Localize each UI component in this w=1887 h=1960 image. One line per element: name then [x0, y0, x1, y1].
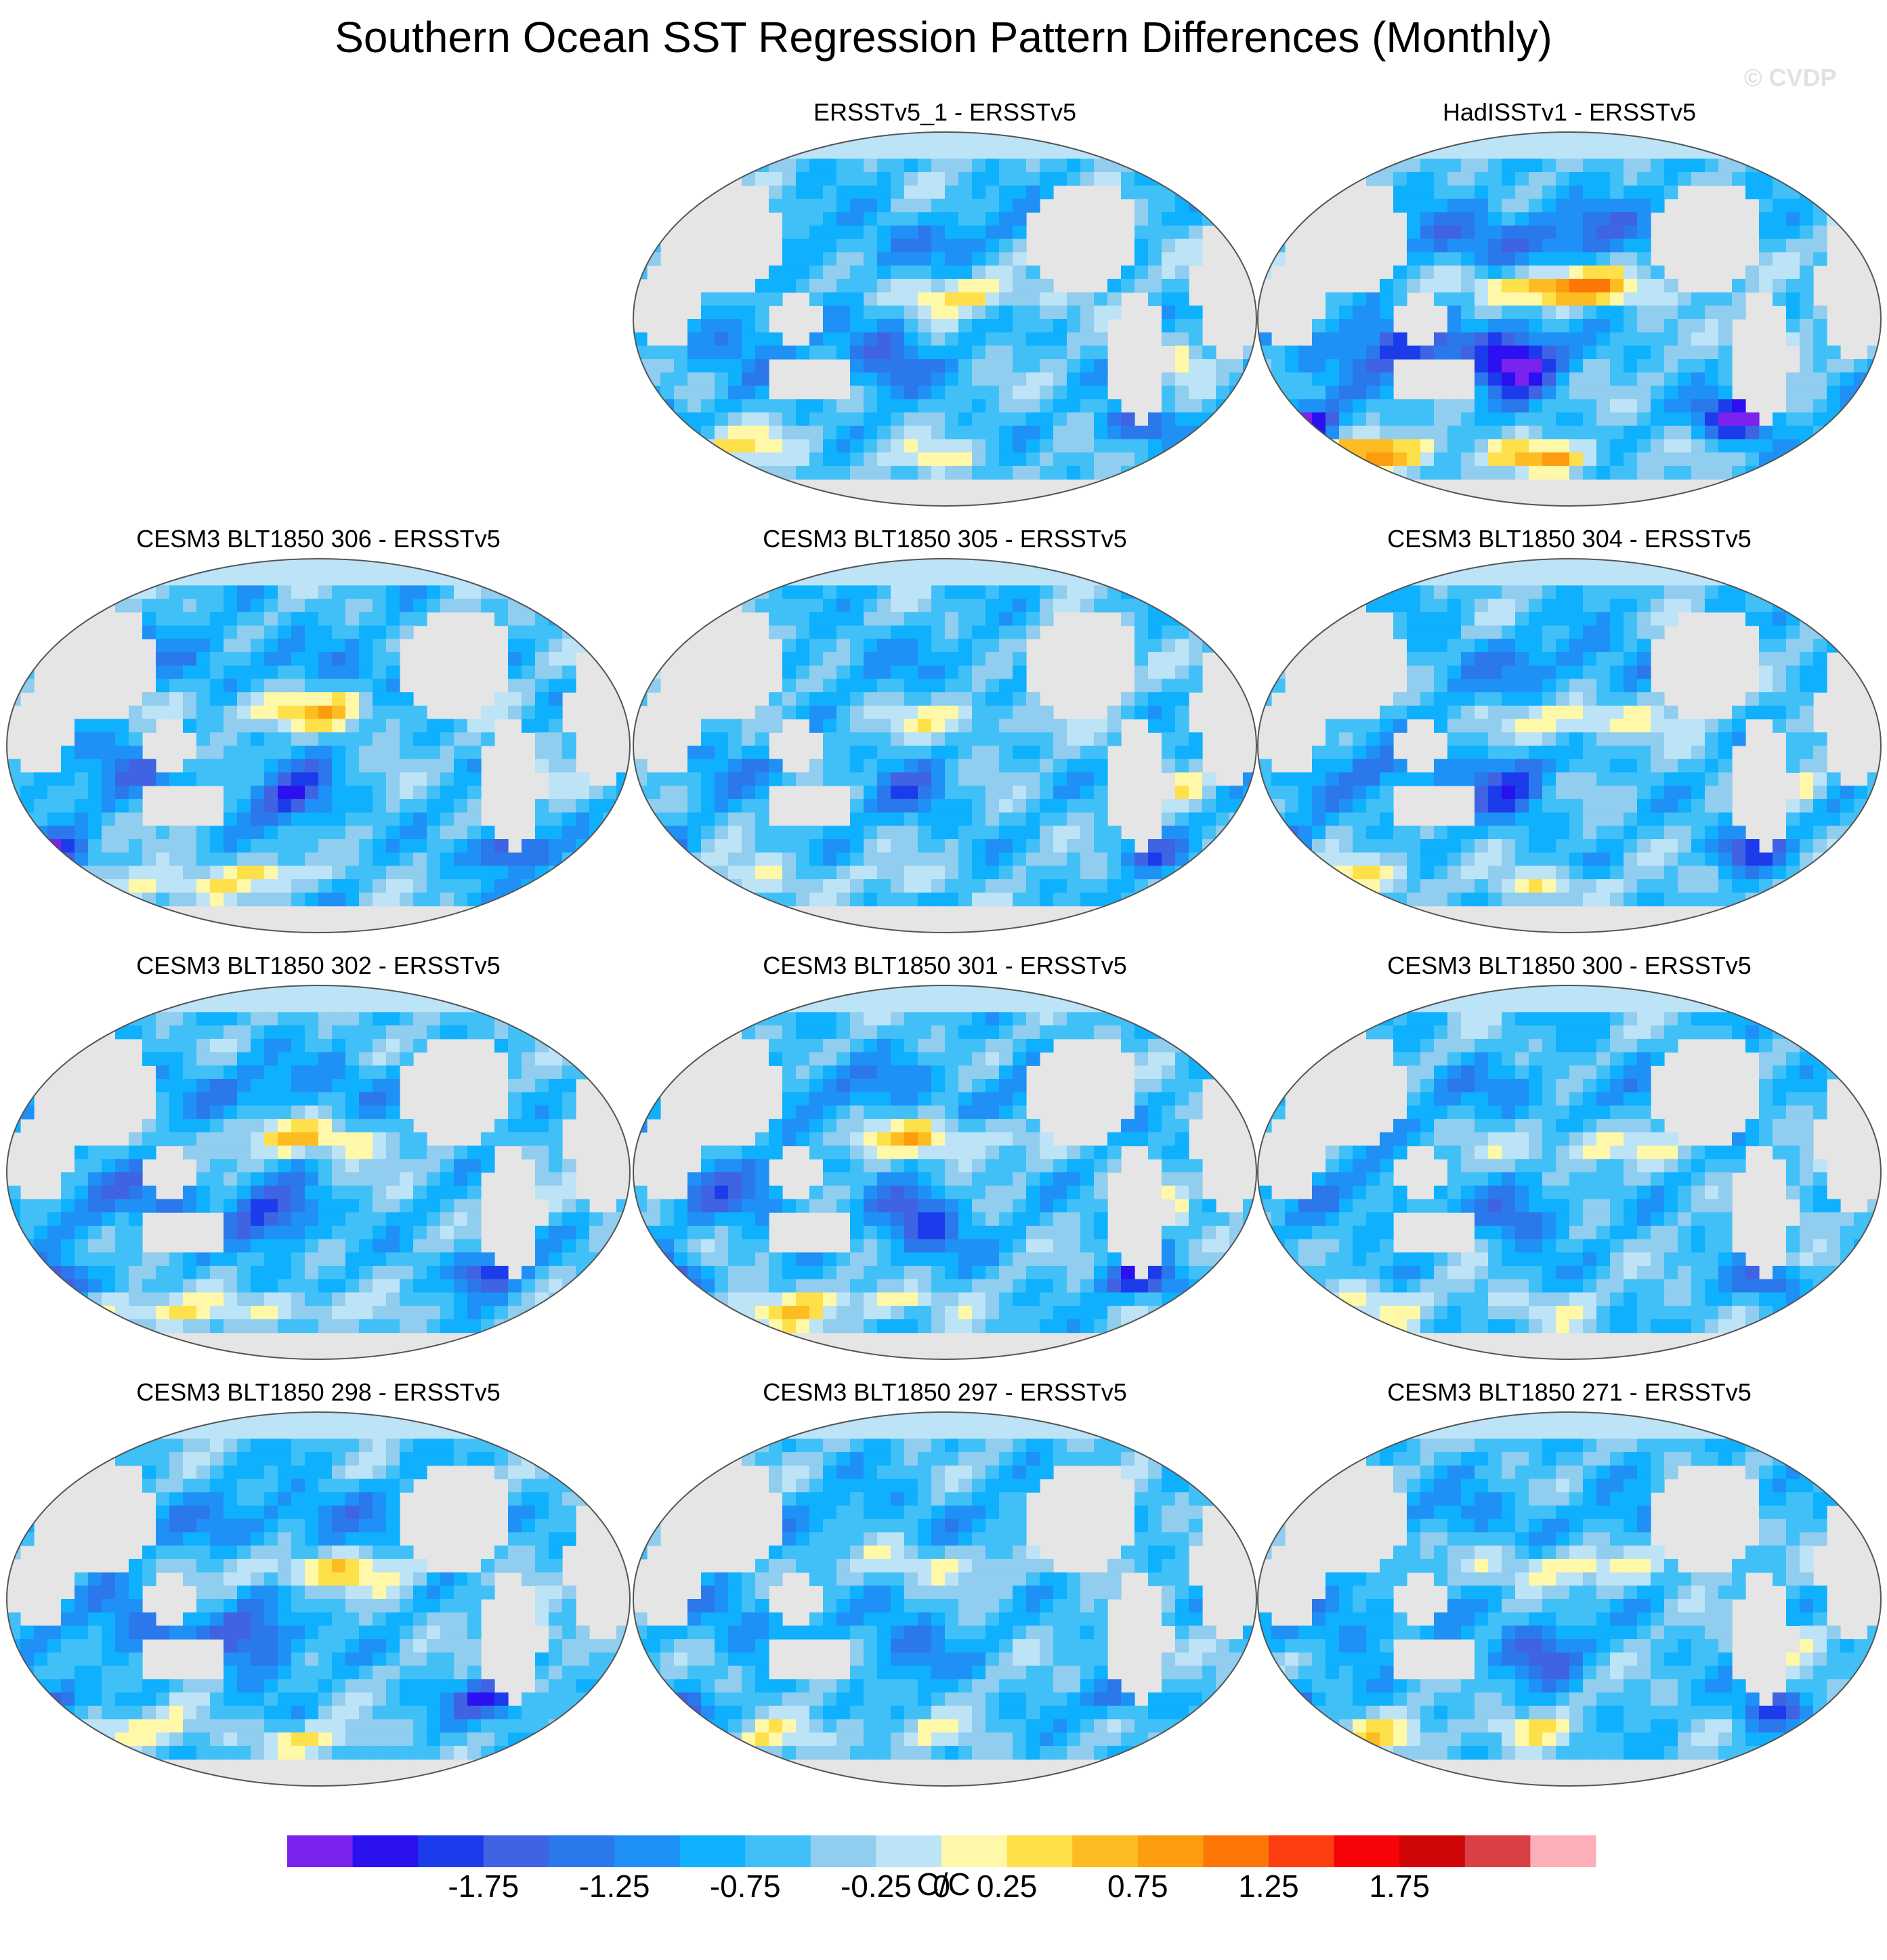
panel-title-blt-302: CESM3 BLT1850 302 - ERSSTv5 [136, 952, 501, 979]
panel-title-blt-297: CESM3 BLT1850 297 - ERSSTv5 [763, 1378, 1127, 1406]
panel-title-blt-304: CESM3 BLT1850 304 - ERSSTv5 [1387, 525, 1752, 553]
panel-title-blt-300: CESM3 BLT1850 300 - ERSSTv5 [1387, 952, 1752, 979]
map-border-blt-271 [1257, 1411, 1882, 1787]
map-border-blt-306 [6, 558, 631, 933]
map-panel-blt-302 [7, 985, 630, 1359]
map-panel-blt-304 [1258, 559, 1881, 933]
map-border-blt-302 [6, 985, 631, 1360]
map-panel-blt-300 [1258, 985, 1881, 1359]
watermark: © CVDP [1744, 64, 1837, 91]
map-panel-hadisstv1 [1258, 132, 1881, 506]
map-border-blt-300 [1257, 985, 1882, 1360]
map-panel-blt-306 [7, 559, 630, 933]
map-panel-blt-301 [633, 985, 1256, 1359]
map-border-blt-297 [633, 1411, 1257, 1787]
map-panel-blt-305 [633, 559, 1256, 933]
map-border-blt-304 [1257, 558, 1882, 933]
panel-title-blt-298: CESM3 BLT1850 298 - ERSSTv5 [136, 1378, 501, 1406]
panel-title-blt-305: CESM3 BLT1850 305 - ERSSTv5 [763, 525, 1127, 553]
panel-title-ersstv5-1: ERSSTv5_1 - ERSSTv5 [813, 98, 1077, 126]
figure-title: Southern Ocean SST Regression Pattern Di… [335, 13, 1552, 62]
map-panel-ersstv5-1 [633, 132, 1256, 506]
panel-title-blt-271: CESM3 BLT1850 271 - ERSSTv5 [1387, 1378, 1752, 1406]
map-border-blt-301 [633, 985, 1257, 1360]
panel-title-blt-306: CESM3 BLT1850 306 - ERSSTv5 [136, 525, 501, 553]
panel-title-hadisstv1: HadISSTv1 - ERSSTv5 [1442, 98, 1697, 126]
map-border-hadisstv1 [1257, 131, 1882, 507]
map-border-ersstv5-1 [633, 131, 1257, 507]
map-border-blt-298 [6, 1411, 631, 1787]
map-panel-blt-297 [633, 1412, 1256, 1786]
map-panel-blt-271 [1258, 1412, 1881, 1786]
map-panel-blt-298 [7, 1412, 630, 1786]
panel-title-blt-301: CESM3 BLT1850 301 - ERSSTv5 [763, 952, 1127, 979]
colorbar-units-label: C/C [916, 1867, 971, 1902]
map-border-blt-305 [633, 558, 1257, 933]
